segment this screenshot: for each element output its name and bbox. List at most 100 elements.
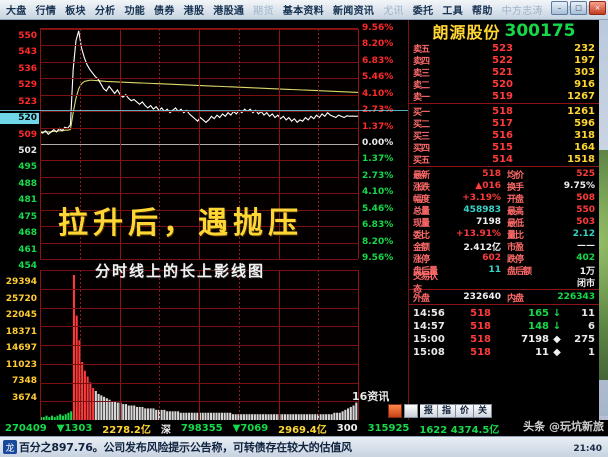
- sell-level-row[interactable]: 卖一 519 1267: [409, 90, 599, 103]
- order-book[interactable]: 卖五 523 232 卖四 522 197 卖三 521 303 卖二 520 916 卖一 519 126…: [409, 42, 599, 166]
- pct-tick-up-2: 6.83%: [362, 55, 394, 66]
- volume-bar: [174, 411, 177, 420]
- buy-level-row[interactable]: 买一 518 1261: [409, 105, 599, 118]
- vol-gridline-h-0: [40, 270, 358, 271]
- tab-indicator-red[interactable]: [388, 404, 402, 418]
- tick-row-1[interactable]: 14:57 518 148 ↓ 6: [409, 320, 599, 333]
- vol-gridline-h-6: [40, 382, 358, 384]
- vol-gridline-h-1: [40, 288, 358, 290]
- tick-row-2[interactable]: 15:00 518 7198 ◆ 275: [409, 333, 599, 346]
- bottom-tab-价[interactable]: 价: [456, 404, 475, 418]
- menu-item-5[interactable]: 债券: [154, 6, 175, 17]
- buy-level-row[interactable]: 买五 514 1518: [409, 153, 599, 166]
- menu-item-0[interactable]: 大盘: [6, 6, 27, 17]
- volume-bar: [229, 412, 232, 420]
- tick-volume: 148: [528, 321, 549, 332]
- menu-item-14[interactable]: 帮助: [472, 6, 493, 17]
- menu-item-11[interactable]: 尤讯: [383, 6, 404, 17]
- sell-level-price: 523: [492, 42, 513, 54]
- bottom-tab-报[interactable]: 报: [420, 404, 439, 418]
- stat-row-2: 幅度 +3.19% 开盘 508: [409, 192, 599, 205]
- news-ticker-bar[interactable]: 龙 百分之897.76。公司发布风险提示公告称，可转债存在较大的估值风: [0, 436, 608, 457]
- news-ticker-text: 百分之897.76。公司发布风险提示公告称，可转债存在较大的估值风: [19, 441, 352, 454]
- menu-item-6[interactable]: 港股: [183, 6, 205, 17]
- volume-bar: [341, 411, 344, 420]
- stat-value: ▲016: [475, 181, 501, 191]
- sh-amount: 2278.2亿: [102, 424, 151, 436]
- buy-level-label: 买三: [413, 131, 430, 142]
- stat-value-2: ——: [577, 241, 595, 251]
- tick-volume: 11: [535, 347, 549, 358]
- volume-bar: [94, 391, 97, 420]
- close-button[interactable]: ×: [589, 1, 606, 15]
- volume-bar: [264, 414, 267, 420]
- cyb-value: 315925: [367, 422, 410, 434]
- bottom-tab-指[interactable]: 指: [438, 404, 457, 418]
- sell-level-row[interactable]: 卖三 521 303: [409, 66, 599, 79]
- tick-row-0[interactable]: 14:56 518 165 ↓ 11: [409, 307, 599, 320]
- sell-level-row[interactable]: 卖四 522 197: [409, 54, 599, 67]
- buy-level-row[interactable]: 买四 515 164: [409, 141, 599, 154]
- price-plot[interactable]: [40, 28, 359, 260]
- tick-row-3[interactable]: 15:08 518 11 ◆ 1: [409, 346, 599, 359]
- volume-bar: [89, 382, 92, 420]
- buy-level-label: 买一: [413, 107, 430, 118]
- bottom-tab-strip[interactable]: 报指价关: [388, 404, 493, 418]
- buy-level-qty: 1518: [567, 153, 595, 165]
- menu-item-13[interactable]: 工具: [442, 6, 464, 17]
- sell-level-row[interactable]: 卖二 520 916: [409, 78, 599, 91]
- pct-tick-down-5: 8.20%: [362, 236, 394, 247]
- buy-level-row[interactable]: 买二 517 596: [409, 117, 599, 130]
- price-tick-523: 523: [18, 96, 37, 107]
- minimize-button[interactable]: –: [551, 1, 568, 15]
- stat-key-2: 量比: [507, 230, 524, 241]
- stat-key: 交易状态: [413, 272, 438, 295]
- tick-direction-icon: ↓: [552, 308, 562, 319]
- annotation-headline: 拉升后，遇抛压: [58, 206, 303, 241]
- volume-bar: [355, 402, 358, 420]
- volume-bar-series: [40, 275, 358, 420]
- menu-item-12[interactable]: 委托: [412, 6, 434, 17]
- menu-item-1[interactable]: 行情: [35, 6, 57, 17]
- menu-item-15[interactable]: 中方志涛: [501, 6, 543, 17]
- volume-bar: [188, 412, 191, 420]
- price-tick-461: 461: [18, 244, 37, 255]
- order-book-divider: [409, 103, 599, 104]
- buy-level-price: 514: [492, 153, 513, 165]
- volume-bar: [215, 412, 218, 420]
- tick-list[interactable]: 14:56 518 165 ↓ 11 14:57 518 148 ↓ 6 15:00 518 7198 ◆…: [409, 307, 599, 359]
- tick-direction-icon: ↓: [552, 321, 562, 332]
- tab-indicator-white[interactable]: [404, 404, 418, 418]
- sh-index-change: ▼1303: [56, 422, 93, 434]
- stat-key-2: 盘后额: [507, 266, 532, 277]
- maximize-button[interactable]: □: [570, 1, 587, 15]
- menu-item-10[interactable]: 新闻资讯: [332, 6, 375, 17]
- volume-bar: [292, 414, 295, 420]
- pct-tick-up-1: 8.20%: [362, 39, 394, 50]
- volume-bar: [48, 417, 51, 420]
- volume-plot[interactable]: [40, 270, 359, 421]
- sell-level-price: 521: [492, 66, 513, 78]
- volume-bar: [75, 315, 78, 420]
- menu-item-4[interactable]: 功能: [124, 6, 146, 17]
- menu-item-9[interactable]: 基本资料: [282, 6, 324, 17]
- menu-item-3[interactable]: 分析: [94, 6, 116, 17]
- volume-bar: [50, 415, 54, 420]
- bottom-tab-关[interactable]: 关: [474, 404, 493, 418]
- volume-bar: [275, 414, 278, 420]
- stat-value: +3.19%: [462, 193, 501, 203]
- menu-item-2[interactable]: 板块: [65, 6, 86, 17]
- tick-count: 1: [588, 347, 595, 358]
- buy-level-row[interactable]: 买三 516 318: [409, 129, 599, 142]
- menu-item-7[interactable]: 港股通: [213, 6, 245, 17]
- tick-time: 14:56: [413, 308, 445, 319]
- stat-key: 涨跌: [413, 182, 430, 193]
- volume-bar: [248, 414, 251, 420]
- volume-bar: [40, 417, 43, 420]
- sell-level-row[interactable]: 卖五 523 232: [409, 42, 599, 55]
- volume-bar: [83, 370, 86, 420]
- volume-bar: [177, 411, 180, 420]
- volume-bar: [64, 414, 67, 420]
- menu-item-8[interactable]: 期货: [253, 6, 274, 17]
- price-tick-509: 509: [18, 129, 37, 140]
